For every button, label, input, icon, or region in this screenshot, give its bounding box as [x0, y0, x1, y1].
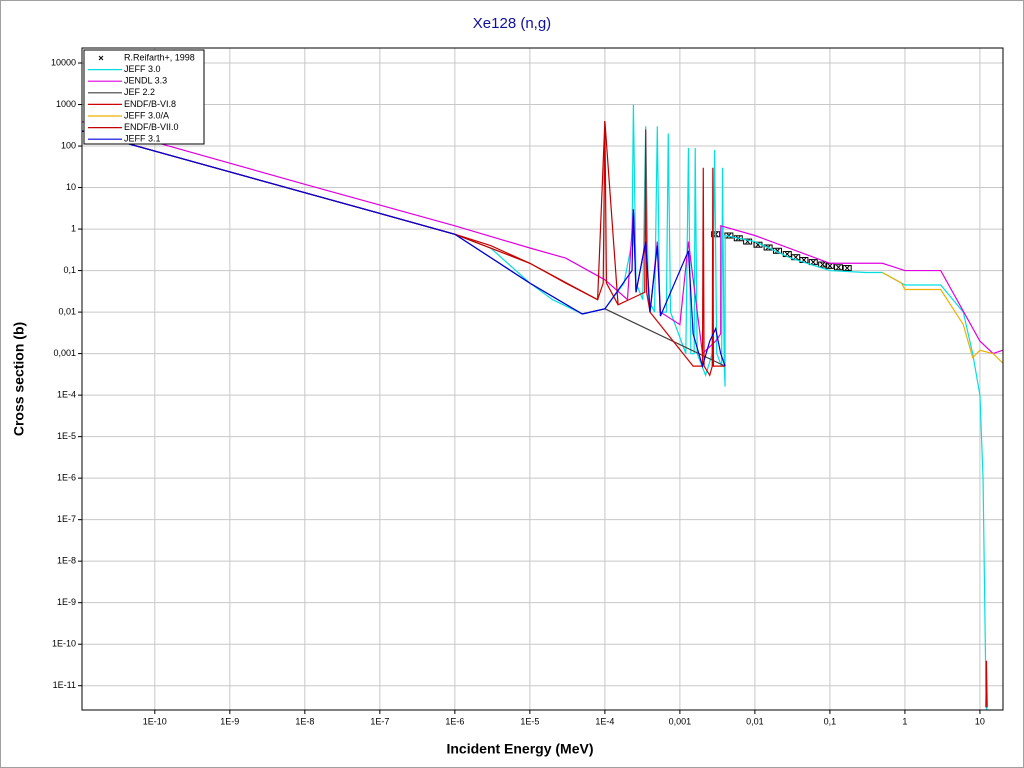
y-tick-label: 1000 — [56, 99, 76, 109]
legend-marker — [98, 55, 104, 61]
chart-title: Xe128 (n,g) — [473, 15, 551, 32]
y-tick-label: 1E-6 — [57, 473, 76, 483]
point-marker — [793, 254, 799, 260]
point-marker — [827, 263, 833, 269]
data-point — [833, 264, 843, 271]
y-tick-label: 1E-11 — [53, 680, 76, 690]
point-box — [733, 235, 743, 242]
ticks: 1E-10 1E-9 1E-8 1E-7 1E-6 1E-5 1E-4 0,001 0,01 0,… — [51, 57, 985, 726]
legend-label: JENDL 3.3 — [124, 76, 167, 86]
data-point — [842, 265, 852, 272]
x-tick-label: 0,001 — [669, 716, 692, 726]
x-tick-label: 1E-7 — [370, 716, 389, 726]
point-marker — [810, 259, 816, 265]
series-line — [882, 271, 1003, 364]
x-tick-label: 10 — [975, 716, 985, 726]
y-tick-label: 0,1 — [63, 265, 76, 275]
y-tick-label: 0,001 — [53, 348, 76, 358]
legend-label: ENDF/B-VII.0 — [124, 122, 179, 132]
x-tick-label: 1E-4 — [595, 716, 614, 726]
point-box — [833, 264, 843, 271]
series-layer — [82, 104, 1003, 710]
point-marker — [844, 265, 850, 271]
legend-label: JEFF 3.1 — [124, 134, 161, 144]
x-axis-title: Incident Energy (MeV) — [446, 741, 593, 757]
x-tick-label: 0,01 — [746, 716, 764, 726]
point-marker — [836, 264, 841, 270]
point-box — [818, 261, 828, 268]
y-tick-label: 10000 — [51, 57, 76, 67]
data-point — [818, 261, 828, 268]
x-tick-label: 1E-10 — [143, 716, 167, 726]
y-tick-label: 1E-8 — [57, 556, 76, 566]
series-line — [82, 121, 1003, 355]
legend-label: ENDF/B-VI.8 — [124, 99, 176, 109]
point-marker — [820, 262, 825, 267]
x-tick-label: 1E-5 — [520, 716, 539, 726]
legend-label: JEFF 3.0/A — [124, 110, 169, 120]
point-box — [842, 265, 852, 272]
y-tick-label: 1E-4 — [57, 389, 76, 399]
y-tick-label: 0,01 — [58, 306, 76, 316]
legend-label: JEFF 3.0 — [124, 64, 161, 74]
y-tick-label: 10 — [66, 182, 76, 192]
legend-label: R.Reifarth+, 1998 — [124, 52, 195, 62]
x-tick-label: 0,1 — [824, 716, 837, 726]
data-point — [808, 259, 818, 266]
y-tick-label: 1E-5 — [57, 431, 76, 441]
legend-box — [83, 49, 205, 145]
y-axis-title: Cross section (b) — [11, 322, 27, 436]
y-tick-label: 1E-9 — [57, 597, 76, 607]
plot-area — [82, 48, 1003, 710]
x-tick-label: 1E-8 — [295, 716, 314, 726]
point-box — [808, 259, 818, 266]
y-tick-label: 1E-7 — [57, 514, 76, 524]
legend-label: JEF 2.2 — [124, 87, 155, 97]
grid — [82, 48, 1003, 710]
point-box — [763, 244, 773, 251]
y-tick-label: 1 — [71, 223, 76, 233]
x-tick-label: 1 — [902, 716, 907, 726]
x-tick-label: 1E-9 — [220, 716, 239, 726]
y-tick-label: 1E-10 — [52, 639, 76, 649]
y-tick-label: 100 — [61, 140, 76, 150]
x-tick-label: 1E-6 — [445, 716, 464, 726]
plot-border — [81, 47, 1004, 711]
series-line — [82, 130, 726, 369]
point-box — [743, 238, 753, 245]
